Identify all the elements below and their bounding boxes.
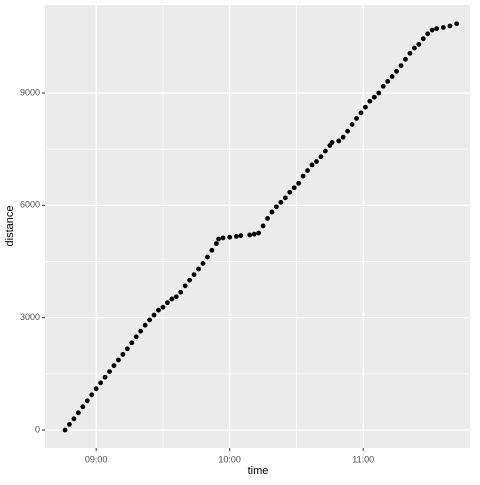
point — [120, 351, 126, 357]
point — [376, 90, 382, 96]
point — [98, 380, 104, 386]
point — [274, 204, 279, 210]
point — [380, 83, 386, 89]
x-axis-label: time — [248, 465, 269, 477]
point — [256, 230, 262, 236]
x-tick-label: 10:00 — [218, 454, 241, 464]
point — [385, 78, 391, 84]
y-tick-label: 0 — [35, 424, 40, 434]
y-tick-label: 3000 — [20, 312, 40, 322]
point — [411, 45, 417, 51]
point — [336, 138, 342, 144]
y-axis-label: distance — [4, 206, 16, 247]
point — [156, 307, 161, 313]
point — [111, 363, 117, 369]
point — [322, 148, 328, 154]
point — [394, 68, 399, 74]
point — [102, 374, 108, 380]
point — [142, 322, 148, 328]
point — [291, 185, 297, 191]
point — [340, 134, 346, 140]
point — [133, 334, 139, 340]
x-tick-label: 11:00 — [352, 454, 374, 464]
point — [124, 346, 130, 352]
point — [367, 98, 373, 104]
point — [434, 26, 440, 31]
point — [196, 266, 201, 272]
point — [287, 189, 293, 195]
point — [416, 41, 422, 47]
point — [80, 404, 86, 410]
point — [84, 398, 90, 404]
point — [216, 236, 221, 242]
point — [314, 159, 319, 164]
x-tick-label: 09:00 — [85, 454, 108, 464]
point — [296, 180, 302, 186]
point — [318, 154, 324, 160]
point — [238, 233, 244, 239]
point — [187, 277, 193, 283]
point — [213, 241, 219, 246]
point — [200, 260, 206, 266]
point — [233, 234, 239, 239]
point — [67, 422, 72, 427]
point — [282, 195, 288, 201]
point — [358, 110, 364, 116]
point — [93, 386, 99, 392]
point — [227, 234, 233, 240]
point — [309, 162, 315, 168]
y-tick-label: 6000 — [20, 200, 40, 210]
point — [371, 94, 377, 100]
point — [429, 27, 435, 33]
point — [329, 140, 335, 145]
point — [345, 128, 351, 134]
point — [354, 116, 359, 121]
point — [265, 216, 270, 221]
point — [349, 122, 355, 127]
point — [247, 232, 253, 238]
y-tick-label: 9000 — [20, 87, 40, 97]
point — [116, 357, 121, 363]
point — [300, 173, 306, 179]
point — [425, 31, 431, 37]
point — [164, 300, 170, 306]
point — [160, 304, 166, 310]
point — [191, 272, 197, 278]
point — [89, 392, 95, 398]
point — [260, 223, 266, 229]
point — [62, 427, 68, 433]
point — [205, 254, 210, 260]
point — [71, 416, 77, 422]
point — [403, 56, 408, 62]
point — [147, 317, 152, 323]
panel — [45, 5, 470, 448]
point — [75, 410, 81, 416]
point — [363, 104, 368, 110]
point — [251, 231, 257, 237]
point — [169, 296, 175, 302]
point — [129, 340, 135, 346]
point — [107, 369, 112, 375]
point — [305, 168, 310, 173]
point — [420, 36, 426, 42]
point — [454, 21, 460, 27]
point — [407, 50, 413, 56]
point — [178, 289, 184, 295]
point — [269, 209, 275, 215]
point — [173, 294, 179, 300]
point — [220, 235, 226, 241]
point — [447, 23, 453, 29]
point — [389, 74, 395, 79]
point — [138, 328, 144, 334]
point — [398, 63, 404, 69]
point — [278, 199, 284, 205]
point — [209, 247, 215, 253]
point — [182, 283, 188, 289]
point — [151, 312, 157, 318]
point — [440, 25, 446, 30]
